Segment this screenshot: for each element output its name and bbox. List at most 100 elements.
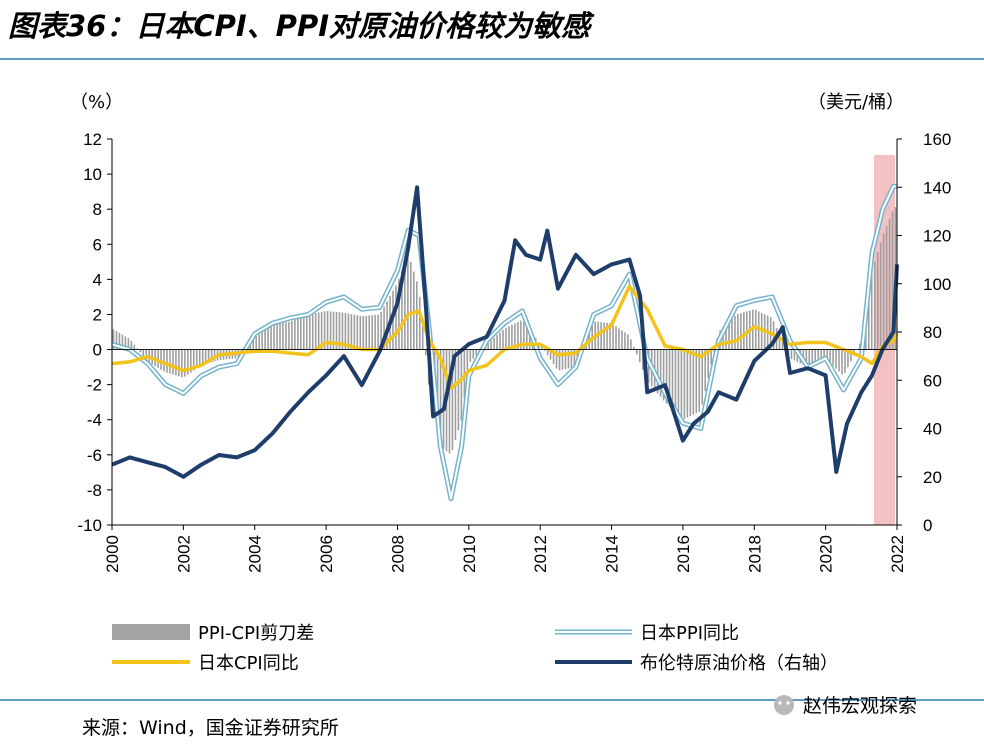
spread-bar	[656, 349, 659, 394]
spread-bar	[707, 349, 709, 379]
x-tick-label: 2022	[888, 535, 907, 573]
spread-bar	[528, 329, 531, 350]
right-tick-label: 160	[923, 130, 951, 149]
spread-bar	[674, 349, 677, 413]
spread-bar	[133, 344, 136, 350]
spread-bar	[552, 349, 555, 365]
spread-bar	[526, 325, 528, 350]
spread-bar	[888, 218, 891, 350]
spread-bar	[118, 332, 121, 350]
spread-bar	[870, 272, 873, 350]
source-note: 来源：Wind，国金证券研究所	[82, 717, 339, 739]
spread-bar	[365, 315, 368, 350]
spread-bar	[115, 331, 118, 350]
spread-bar	[460, 349, 463, 421]
spread-bar	[859, 343, 861, 350]
spread-bar	[204, 349, 207, 365]
spread-bar	[710, 349, 712, 365]
spread-bar	[829, 349, 831, 363]
spread-bar	[442, 349, 445, 449]
spread-bar	[832, 349, 834, 366]
spread-bar	[876, 252, 879, 350]
spread-bar	[615, 326, 617, 350]
spread-bar	[169, 349, 171, 374]
spread-bar	[609, 323, 611, 350]
spread-bar	[344, 312, 347, 350]
spread-bar	[621, 330, 623, 350]
x-tick-label: 2016	[674, 535, 693, 573]
right-tick-label: 60	[923, 371, 942, 390]
spread-bar	[808, 349, 811, 367]
spread-bar	[606, 322, 608, 350]
legend-label-spread: PPI-CPI剪刀差	[198, 623, 314, 644]
spread-bar	[371, 315, 373, 350]
spread-bar	[549, 349, 552, 360]
x-tick-label: 2018	[745, 535, 764, 573]
spread-bar	[823, 349, 825, 360]
spread-bar	[543, 349, 546, 351]
spread-bar	[734, 315, 736, 350]
spread-bar	[844, 349, 846, 373]
spread-bar	[573, 349, 576, 368]
spread-bar	[817, 349, 820, 362]
x-tick-label: 2014	[603, 535, 622, 573]
spread-bar	[867, 292, 870, 350]
spread-bar	[496, 335, 498, 350]
spread-bar	[814, 349, 817, 364]
spread-bar	[356, 315, 359, 350]
x-tick-label: 2020	[817, 535, 836, 573]
spread-bar	[790, 349, 793, 360]
spread-bar	[624, 332, 626, 350]
left-tick-label: 10	[83, 165, 102, 184]
spread-bar	[294, 319, 296, 350]
spread-bar	[198, 349, 201, 367]
left-tick-label: -4	[87, 411, 102, 430]
spread-bar	[335, 311, 338, 350]
right-tick-label: 40	[923, 420, 942, 439]
spread-bar	[421, 326, 424, 350]
spread-bar	[418, 296, 421, 350]
spread-bar	[668, 349, 671, 407]
spread-bar	[882, 233, 885, 350]
spread-bar	[475, 349, 478, 356]
spread-bar	[332, 311, 335, 350]
spread-bar	[689, 349, 692, 417]
spread-bar	[121, 334, 124, 350]
right-tick-label: 80	[923, 323, 942, 342]
right-tick-label: 0	[923, 516, 932, 535]
spread-bar	[136, 348, 139, 350]
spread-bar	[288, 321, 290, 350]
spread-bar	[523, 321, 525, 350]
spread-bar	[127, 338, 130, 350]
spread-bar	[291, 320, 293, 350]
spread-bar	[469, 349, 472, 362]
spread-bar	[383, 306, 385, 350]
spread-bar	[210, 349, 213, 363]
spread-bar	[826, 349, 828, 360]
axes-layer: -10-8-6-4-202468101202040608010012014016…	[77, 130, 951, 573]
spread-bar	[561, 349, 564, 370]
x-tick-label: 2012	[531, 535, 550, 573]
spread-bar	[778, 334, 781, 350]
left-tick-label: -10	[77, 516, 102, 535]
spread-bar	[362, 316, 365, 350]
left-axis-label: （%）	[70, 92, 123, 113]
spread-bar	[258, 334, 260, 350]
legend-label-oil: 布伦特原油价格（右轴）	[640, 653, 838, 674]
spread-bar	[302, 316, 305, 350]
spread-bar	[184, 349, 186, 377]
spread-bar	[124, 336, 127, 350]
spread-bar	[683, 349, 686, 419]
spread-bar	[555, 349, 558, 369]
spread-bar	[261, 332, 263, 350]
spread-bar	[314, 312, 317, 350]
spread-bar	[187, 349, 189, 375]
spread-bar	[850, 349, 852, 362]
spread-bar	[192, 349, 195, 371]
spread-bar	[633, 346, 635, 350]
spread-bar	[662, 349, 665, 401]
spread-bar	[201, 349, 204, 365]
spread-bar	[740, 313, 742, 350]
spread-bar	[326, 311, 329, 350]
spread-bar	[329, 311, 332, 350]
